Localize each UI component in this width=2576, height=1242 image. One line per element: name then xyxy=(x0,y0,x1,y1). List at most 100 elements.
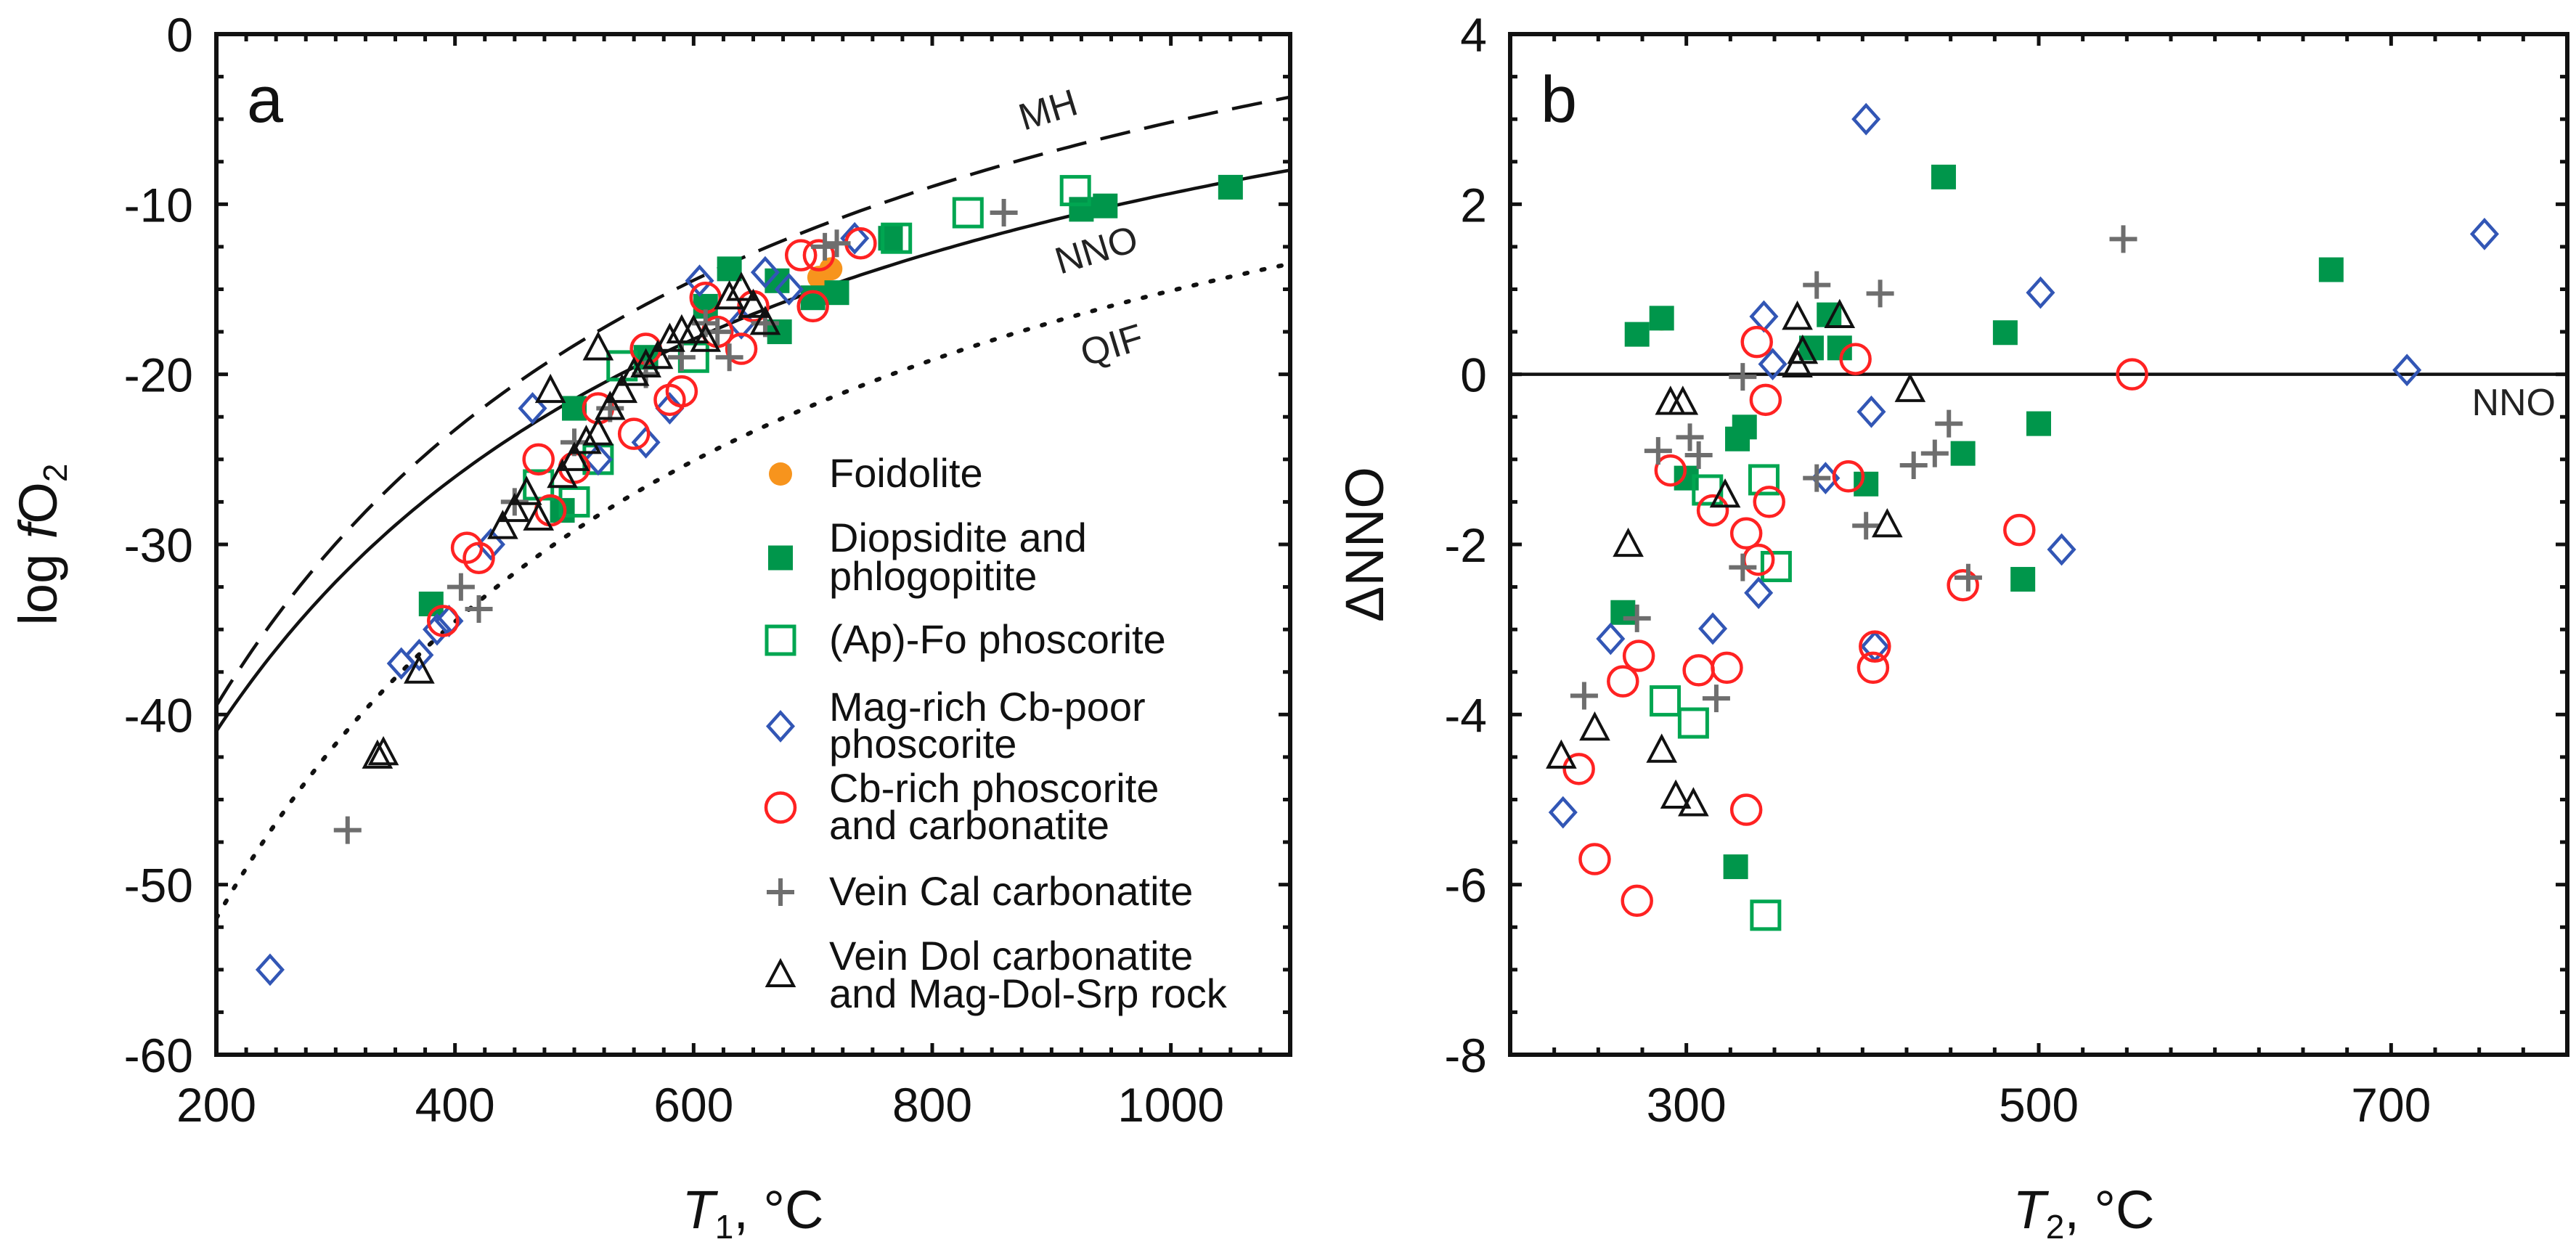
data-point-veindol xyxy=(1871,507,1903,538)
data-point-magrich xyxy=(404,638,434,671)
data-point-veincal xyxy=(1729,363,1757,391)
data-point-magrich xyxy=(583,443,613,476)
y-tick-label: -40 xyxy=(124,688,193,742)
data-point-diopsidite xyxy=(1854,471,1879,497)
x-tick-label: 300 xyxy=(1647,1078,1727,1132)
data-point-veincal xyxy=(1866,279,1894,308)
data-point-diopsidite xyxy=(1610,600,1636,625)
series-magrich xyxy=(1548,102,2499,829)
y-tick-label: 2 xyxy=(1460,178,1487,232)
data-point-magrich xyxy=(685,264,714,298)
data-point-veincal xyxy=(1684,441,1713,469)
y-tick-label: -30 xyxy=(124,518,193,572)
legend-marker-magrich xyxy=(765,710,796,743)
data-point-apfo xyxy=(881,222,913,254)
data-point-cbrich xyxy=(725,332,758,365)
data-point-cbrich xyxy=(1562,753,1595,785)
data-point-magrich xyxy=(518,392,547,425)
data-point-magrich xyxy=(840,221,870,255)
data-point-veindol xyxy=(571,425,602,454)
data-point-magrich xyxy=(631,426,661,459)
data-point-cbrich xyxy=(1856,651,1890,685)
data-point-cbrich xyxy=(1749,383,1782,417)
data-point-apfo xyxy=(1677,707,1709,739)
x-tick-label: 700 xyxy=(2351,1078,2431,1132)
series-veindol xyxy=(1546,298,1926,817)
data-point-veincal xyxy=(1954,563,1982,592)
data-point-veincal xyxy=(823,229,851,258)
legend-label: and Mag-Dol-Srp rock xyxy=(829,971,1228,1016)
data-point-magrich xyxy=(2469,217,2499,250)
y-axis-sub: 2 xyxy=(36,463,74,482)
series-diopsidite xyxy=(1610,164,2344,880)
data-point-veincal xyxy=(447,573,475,601)
y-axis-main: O xyxy=(8,482,68,524)
panel-label-b: b xyxy=(1541,64,1577,136)
x-axis-sub: 1 xyxy=(715,1208,734,1242)
data-point-veincal xyxy=(1676,423,1704,452)
legend-label: Vein Dol carbonatite xyxy=(829,933,1193,979)
legend-label: Mag-rich Cb-poor xyxy=(829,684,1146,730)
data-point-veincal xyxy=(715,343,743,372)
data-point-magrich xyxy=(1851,102,1881,136)
data-point-magrich xyxy=(476,528,505,561)
series-veincal xyxy=(1570,225,2137,713)
data-point-diopsidite xyxy=(1931,164,1956,189)
data-point-veindol xyxy=(1579,711,1610,741)
data-point-cbrich xyxy=(784,239,818,271)
data-point-cbrich xyxy=(1832,460,1865,493)
data-point-veindol xyxy=(630,348,661,377)
data-point-diopsidite xyxy=(1723,854,1748,880)
data-point-veindol xyxy=(487,510,518,539)
data-point-veincal xyxy=(333,816,362,844)
series-cbrich xyxy=(426,226,877,637)
data-points xyxy=(1546,102,2499,931)
data-point-veindol xyxy=(404,654,435,684)
data-point-cbrich xyxy=(522,443,555,476)
data-point-magrich xyxy=(255,953,285,986)
data-point-cbrich xyxy=(426,605,460,637)
data-point-apfo xyxy=(1650,685,1682,717)
legend-marker-cbrich xyxy=(764,791,797,824)
data-point-veincal xyxy=(990,199,1018,227)
data-point-diopsidite xyxy=(1732,414,1757,440)
data-point-veincal xyxy=(1570,682,1598,710)
data-point-magrich xyxy=(774,273,804,306)
data-point-magrich xyxy=(1596,622,1626,655)
x-axis-title-a: T1, °C xyxy=(682,1180,824,1242)
data-point-magrich xyxy=(750,256,780,289)
legend-label: phoscorite xyxy=(829,721,1016,767)
plot-frame xyxy=(1508,32,2569,1057)
axes: 300 500 700 4 2 0 -2 -4 -6 -8 xyxy=(1444,8,2569,1132)
data-point-veindol xyxy=(510,475,542,505)
data-point-cbrich xyxy=(1839,343,1872,375)
data-point-cbrich xyxy=(1711,651,1743,685)
data-point-diopsidite xyxy=(800,285,826,311)
y-tick-label: -50 xyxy=(124,859,193,912)
y-tick-label: 4 xyxy=(1460,8,1487,62)
data-point-diopsidite xyxy=(1950,441,1976,466)
data-point-veincal xyxy=(2109,225,2137,253)
data-point-diopsidite xyxy=(2010,567,2036,592)
curve-label-nno: NNO xyxy=(1051,218,1143,282)
y-axis-title-b: ΔNNO xyxy=(1334,467,1395,622)
x-tick-label: 800 xyxy=(892,1078,972,1132)
data-point-veindol xyxy=(1660,779,1692,809)
data-point-cbrich xyxy=(796,290,829,323)
legend-item-veincal: Vein Cal carbonatite xyxy=(767,868,1193,914)
data-point-magrich xyxy=(1758,348,1788,380)
data-point-cbrich xyxy=(1622,640,1655,672)
x-tick-label: 600 xyxy=(653,1078,733,1132)
data-point-apfo xyxy=(1748,464,1780,496)
y-tick-label: 0 xyxy=(166,8,193,62)
legend-item-foidolite: Foidolite xyxy=(769,450,983,496)
data-point-veindol xyxy=(594,391,626,420)
data-points xyxy=(255,174,1243,986)
data-point-veindol xyxy=(1787,334,1819,364)
y-tick-label: -60 xyxy=(124,1029,193,1082)
data-point-cbrich xyxy=(1947,568,1979,602)
x-axis-var: T xyxy=(682,1180,719,1240)
data-point-veindol xyxy=(1782,301,1813,330)
y-axis-pre: log xyxy=(8,539,68,625)
